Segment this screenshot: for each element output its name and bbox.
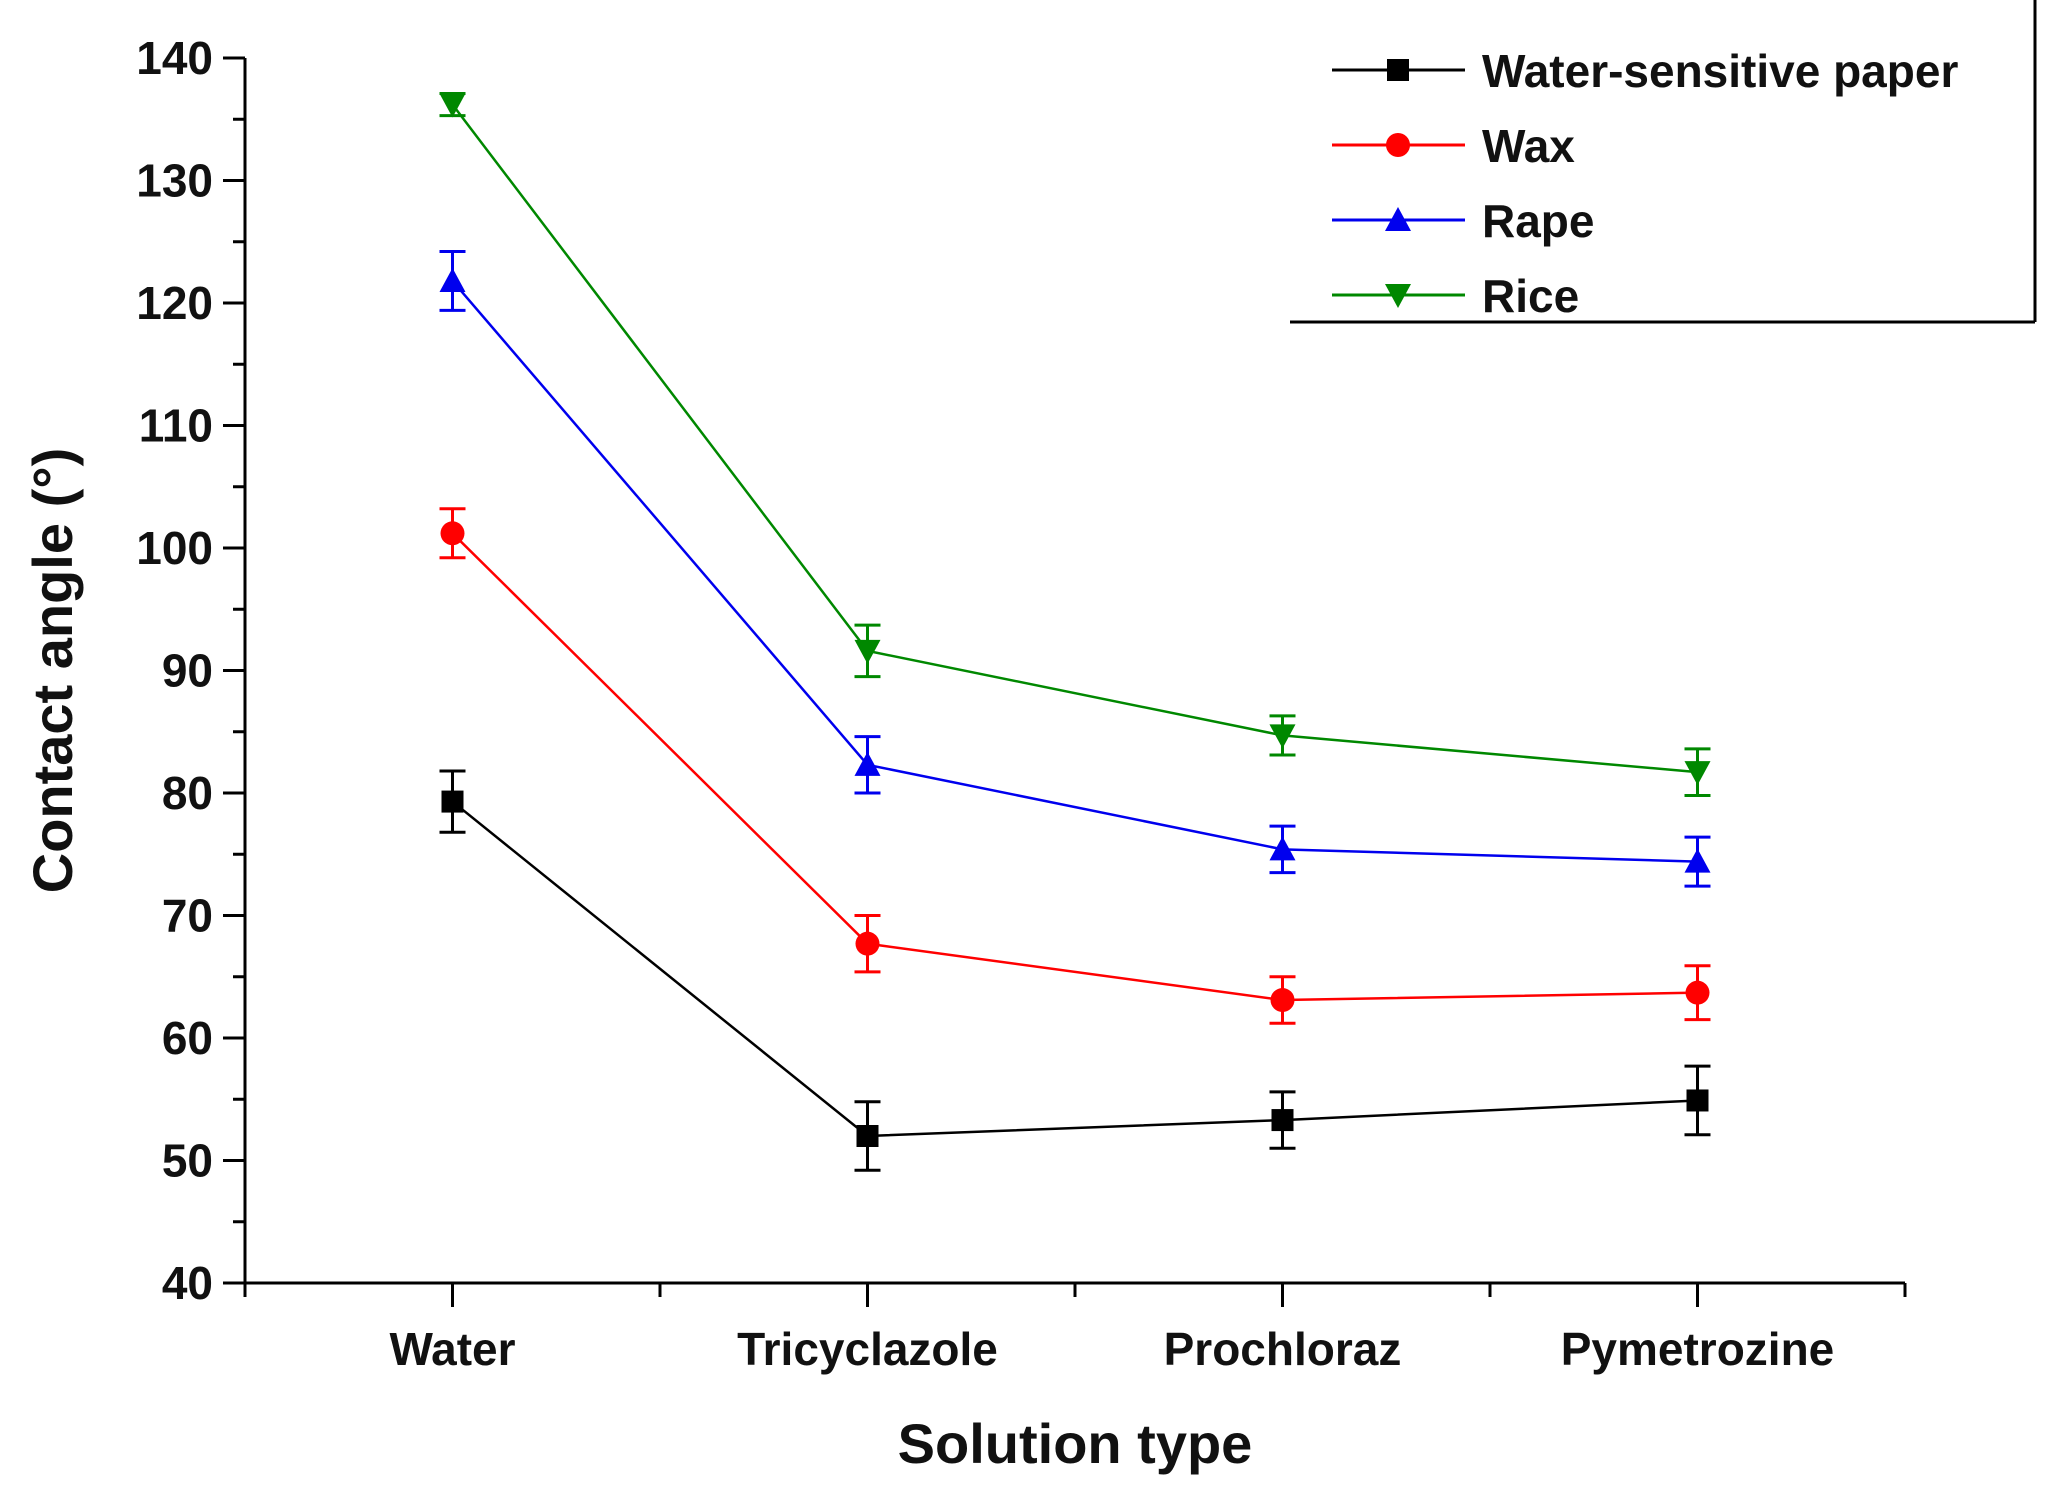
data-point [1271, 1109, 1294, 1132]
data-point [1684, 848, 1711, 873]
data-point [856, 1125, 879, 1147]
data-point [441, 790, 464, 813]
y-tick-label: 100 [136, 522, 213, 574]
series-water-sensitive-paper [439, 769, 1711, 1172]
legend-swatch-marker [1385, 284, 1411, 308]
series-wax [439, 507, 1711, 1025]
y-tick-label: 90 [162, 645, 213, 697]
x-axis-title: Solution type [898, 1412, 1253, 1475]
data-point [854, 751, 881, 776]
data-point [1269, 724, 1296, 749]
x-tick-label: Prochloraz [1164, 1323, 1402, 1375]
data-point [439, 93, 466, 118]
legend-label: Rice [1482, 270, 1579, 322]
legend-label: Water-sensitive paper [1482, 45, 1958, 97]
y-tick-label: 110 [139, 400, 213, 452]
data-point [1269, 836, 1296, 861]
legend-entry: Rape [1332, 195, 1594, 247]
data-point [855, 931, 880, 956]
legend-label: Wax [1482, 120, 1575, 172]
series-layer [439, 92, 1711, 1172]
data-point [854, 639, 881, 664]
legend: Water-sensitive paper Wax Rape Rice [1290, 0, 2037, 324]
legend-swatch-marker [1386, 133, 1410, 157]
legend-label: Rape [1482, 195, 1594, 247]
series-line [451, 532, 1698, 1002]
series-line [451, 103, 1698, 774]
data-point [1684, 761, 1711, 786]
y-tick-label: 70 [162, 890, 213, 942]
y-tick-label: 130 [136, 155, 213, 207]
y-tick-label: 120 [136, 277, 213, 329]
data-point [440, 521, 465, 546]
series-rape [439, 250, 1711, 888]
data-point [439, 267, 466, 292]
x-tick-label: Tricyclazole [737, 1323, 998, 1375]
data-point [1270, 988, 1295, 1013]
legend-swatch-marker [1387, 59, 1409, 81]
y-tick-label: 60 [162, 1012, 213, 1064]
data-point [1686, 1089, 1709, 1112]
legend-entry: Wax [1332, 120, 1575, 172]
series-line [451, 280, 1698, 863]
y-tick-label: 140 [136, 32, 213, 84]
axes: 40 50 60 70 80 90 100 110 120 130 140 Water Tricycla… [136, 32, 1907, 1375]
series-rice [439, 92, 1711, 797]
legend-entry: Water-sensitive paper [1332, 45, 1958, 97]
x-tick-label: Pymetrozine [1561, 1323, 1835, 1375]
data-point [1685, 980, 1710, 1005]
y-tick-label: 80 [162, 767, 213, 819]
x-tick-label: Water [389, 1323, 515, 1375]
y-axis-title: Contact angle (°) [21, 448, 84, 894]
y-tick-label: 40 [162, 1257, 213, 1309]
y-tick-label: 50 [162, 1135, 213, 1187]
legend-swatch-marker [1385, 207, 1411, 231]
series-line [451, 800, 1698, 1138]
legend-entry: Rice [1332, 270, 1579, 322]
